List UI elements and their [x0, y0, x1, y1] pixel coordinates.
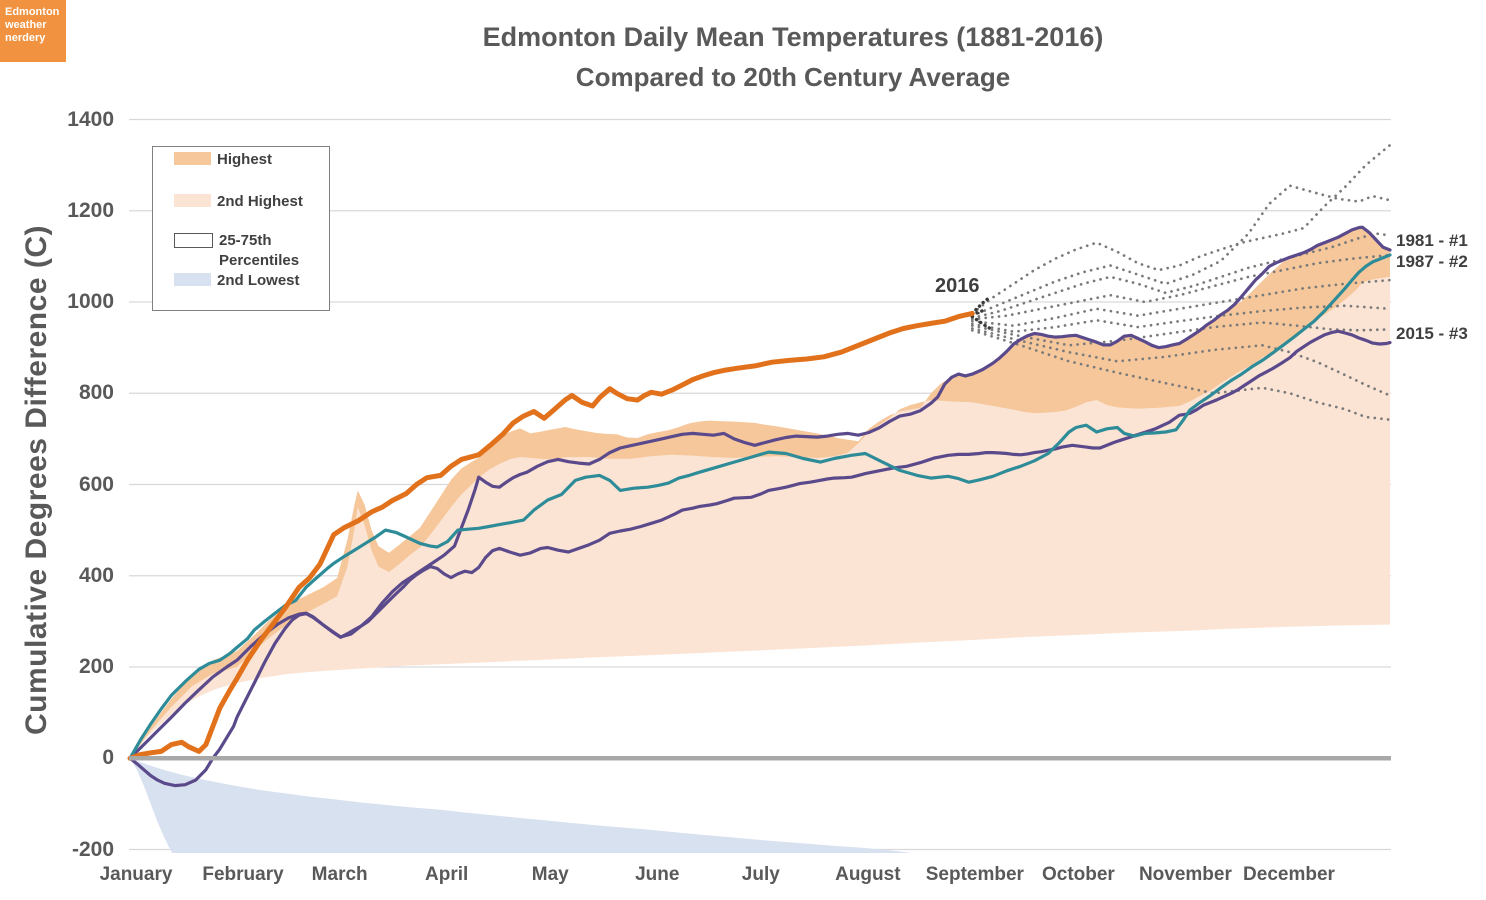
legend-label: 2nd Lowest — [217, 272, 300, 289]
band-2nd-lowest — [130, 758, 913, 853]
y-tick-label: 800 — [78, 381, 114, 405]
current-year-annotation: 2016 — [935, 275, 980, 298]
legend-swatch — [174, 273, 211, 286]
legend-item-25-75th-percentiles: 25-75th Percentiles — [174, 231, 327, 271]
band-highest — [130, 226, 1390, 759]
chart-title: Edmonton Daily Mean Temperatures (1881-2… — [482, 22, 1104, 52]
month-label-june: June — [635, 864, 680, 885]
legend-item-2nd-lowest: 2nd Lowest — [174, 271, 325, 291]
legend-label: 2nd Highest — [217, 193, 303, 210]
legend-label: Highest — [217, 151, 273, 168]
series-line-1987 — [128, 253, 1392, 760]
y-tick-label: 1400 — [67, 107, 114, 131]
series-line-2016 — [127, 310, 975, 761]
legend-swatch — [174, 152, 211, 165]
month-label-november: November — [1138, 864, 1232, 885]
logo-line: nerdery — [5, 32, 46, 44]
legend: Highest 2nd Highest 25-75th Percentiles 2nd… — [152, 146, 330, 311]
legend-label: 25-75th Percentiles — [219, 232, 300, 269]
edmonton-weather-nerdery-logo: Edmonton weather nerdery — [0, 0, 66, 62]
band-2nd-highest — [130, 276, 1390, 759]
y-tick-label: 200 — [78, 655, 114, 678]
projection-line — [970, 304, 1392, 334]
legend-item-2nd-highest: 2nd Highest — [174, 192, 325, 212]
y-tick-label: 0 — [102, 746, 114, 770]
month-label-may: May — [531, 864, 569, 885]
rank-label-2015: 2015 - #3 — [1396, 323, 1468, 343]
y-tick-label: 400 — [78, 563, 114, 587]
month-label-march: March — [311, 864, 368, 885]
legend-item-highest: Highest — [174, 150, 325, 170]
rank-label-1981: 1981 - #1 — [1396, 230, 1468, 250]
month-label-december: December — [1243, 864, 1335, 885]
series-line-2015 — [128, 329, 1392, 788]
logo-line: weather — [5, 19, 47, 31]
logo-line: Edmonton — [5, 6, 60, 18]
y-tick-label: 600 — [78, 472, 114, 496]
y-tick-label: 1200 — [67, 198, 114, 222]
rank-label-1987: 1987 - #2 — [1396, 252, 1468, 271]
y-tick-label: -200 — [71, 837, 114, 861]
legend-swatch — [174, 233, 213, 248]
chart-subtitle: Compared to 20th Century Average — [575, 62, 1011, 92]
month-label-july: July — [741, 864, 780, 885]
series-line-1981 — [128, 225, 1392, 760]
projection-start-cluster — [970, 314, 995, 332]
month-label-january: January — [99, 864, 173, 885]
projection-start-cluster — [970, 295, 992, 316]
projection-line — [970, 143, 1392, 315]
month-label-october: October — [1041, 864, 1115, 885]
y-tick-label: 1000 — [67, 290, 114, 313]
month-label-august: August — [835, 864, 901, 885]
month-label-february: February — [202, 864, 284, 885]
month-label-september: September — [925, 864, 1024, 885]
legend-swatch — [174, 194, 211, 207]
projection-line — [970, 184, 1392, 318]
month-label-april: April — [425, 864, 469, 885]
